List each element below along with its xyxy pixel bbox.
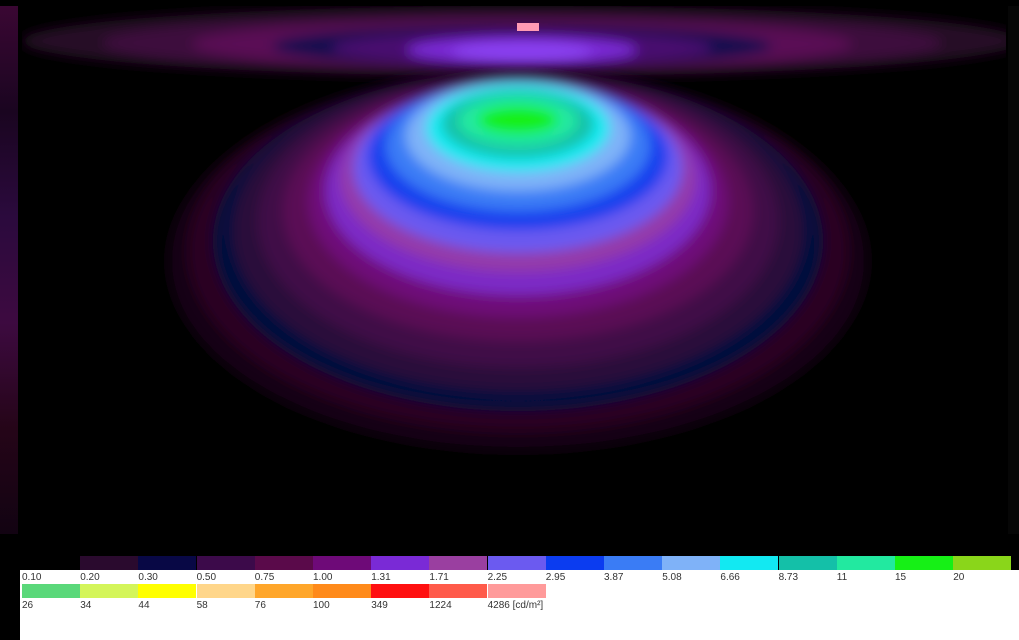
legend-swatch: [662, 556, 721, 570]
legend-swatch: [487, 584, 546, 598]
legend-swatch: [196, 556, 255, 570]
legend-swatch: [254, 556, 313, 570]
legend-label: 349: [371, 600, 388, 611]
legend-label: 0.50: [196, 572, 217, 583]
legend-label: 0.75: [254, 572, 275, 583]
legend-label: 2.25: [487, 572, 508, 583]
legend-swatch: [22, 584, 80, 598]
legend-swatch: [254, 584, 313, 598]
legend-swatch: [953, 556, 1012, 570]
legend-label: 44: [138, 600, 150, 611]
legend-label: 8.73: [778, 572, 799, 583]
legend-swatch: [80, 584, 139, 598]
legend-label: 20: [953, 572, 965, 583]
legend-label: 26: [22, 600, 34, 611]
legend-label: 3.87: [604, 572, 624, 583]
luminance-scale-legend: 0.10 0.20 0.30 0.50 0.75 1.00 1.31 1.71 2.25 2.95…: [0, 556, 1019, 640]
legend-swatch: [313, 584, 371, 598]
legend-label: 4286 [cd/m²]: [487, 600, 544, 611]
legend-swatch: [371, 556, 430, 570]
legend-label: 5.08: [662, 572, 682, 583]
legend-swatch: [487, 556, 546, 570]
luminance-render-view: [22, 6, 1006, 534]
legend-swatch: [22, 556, 80, 570]
legend-label: 1224: [429, 600, 452, 611]
legend-label: 76: [254, 600, 266, 611]
floor-luminance-pattern: [168, 71, 868, 451]
legend-swatch: [429, 584, 488, 598]
legend-swatch: [836, 556, 895, 570]
legend-swatch: [371, 584, 430, 598]
ceiling-glow: [22, 6, 1006, 76]
legend-swatch: [778, 556, 837, 570]
legend-label: 0.30: [138, 572, 158, 583]
right-edge: [1008, 6, 1019, 534]
legend-label: 100: [313, 600, 330, 611]
luminaire-marker: [517, 23, 539, 31]
legend-label: 58: [196, 600, 208, 611]
legend-label: 11: [836, 572, 848, 583]
legend-label: 1.31: [371, 572, 391, 583]
legend-swatch: [138, 584, 197, 598]
legend-label: 1.71: [429, 572, 449, 583]
legend-background: [20, 570, 1019, 640]
legend-swatch: [80, 556, 139, 570]
legend-swatch: [313, 556, 371, 570]
legend-label: 1.00: [313, 572, 333, 583]
adjacent-view-edge: [0, 6, 18, 534]
legend-label: 6.66: [720, 572, 740, 583]
legend-swatch: [895, 556, 953, 570]
legend-label: 0.10: [22, 572, 42, 583]
legend-swatch: [429, 556, 488, 570]
legend-label: 0.20: [80, 572, 100, 583]
legend-swatch: [138, 556, 197, 570]
legend-label: 2.95: [545, 572, 566, 583]
legend-label: 15: [895, 572, 907, 583]
legend-swatch: [196, 584, 255, 598]
legend-label: 34: [80, 600, 92, 611]
false-color-luminance-image: [22, 6, 1006, 534]
legend-swatch: [604, 556, 662, 570]
legend-swatch: [545, 556, 604, 570]
legend-swatch: [720, 556, 779, 570]
